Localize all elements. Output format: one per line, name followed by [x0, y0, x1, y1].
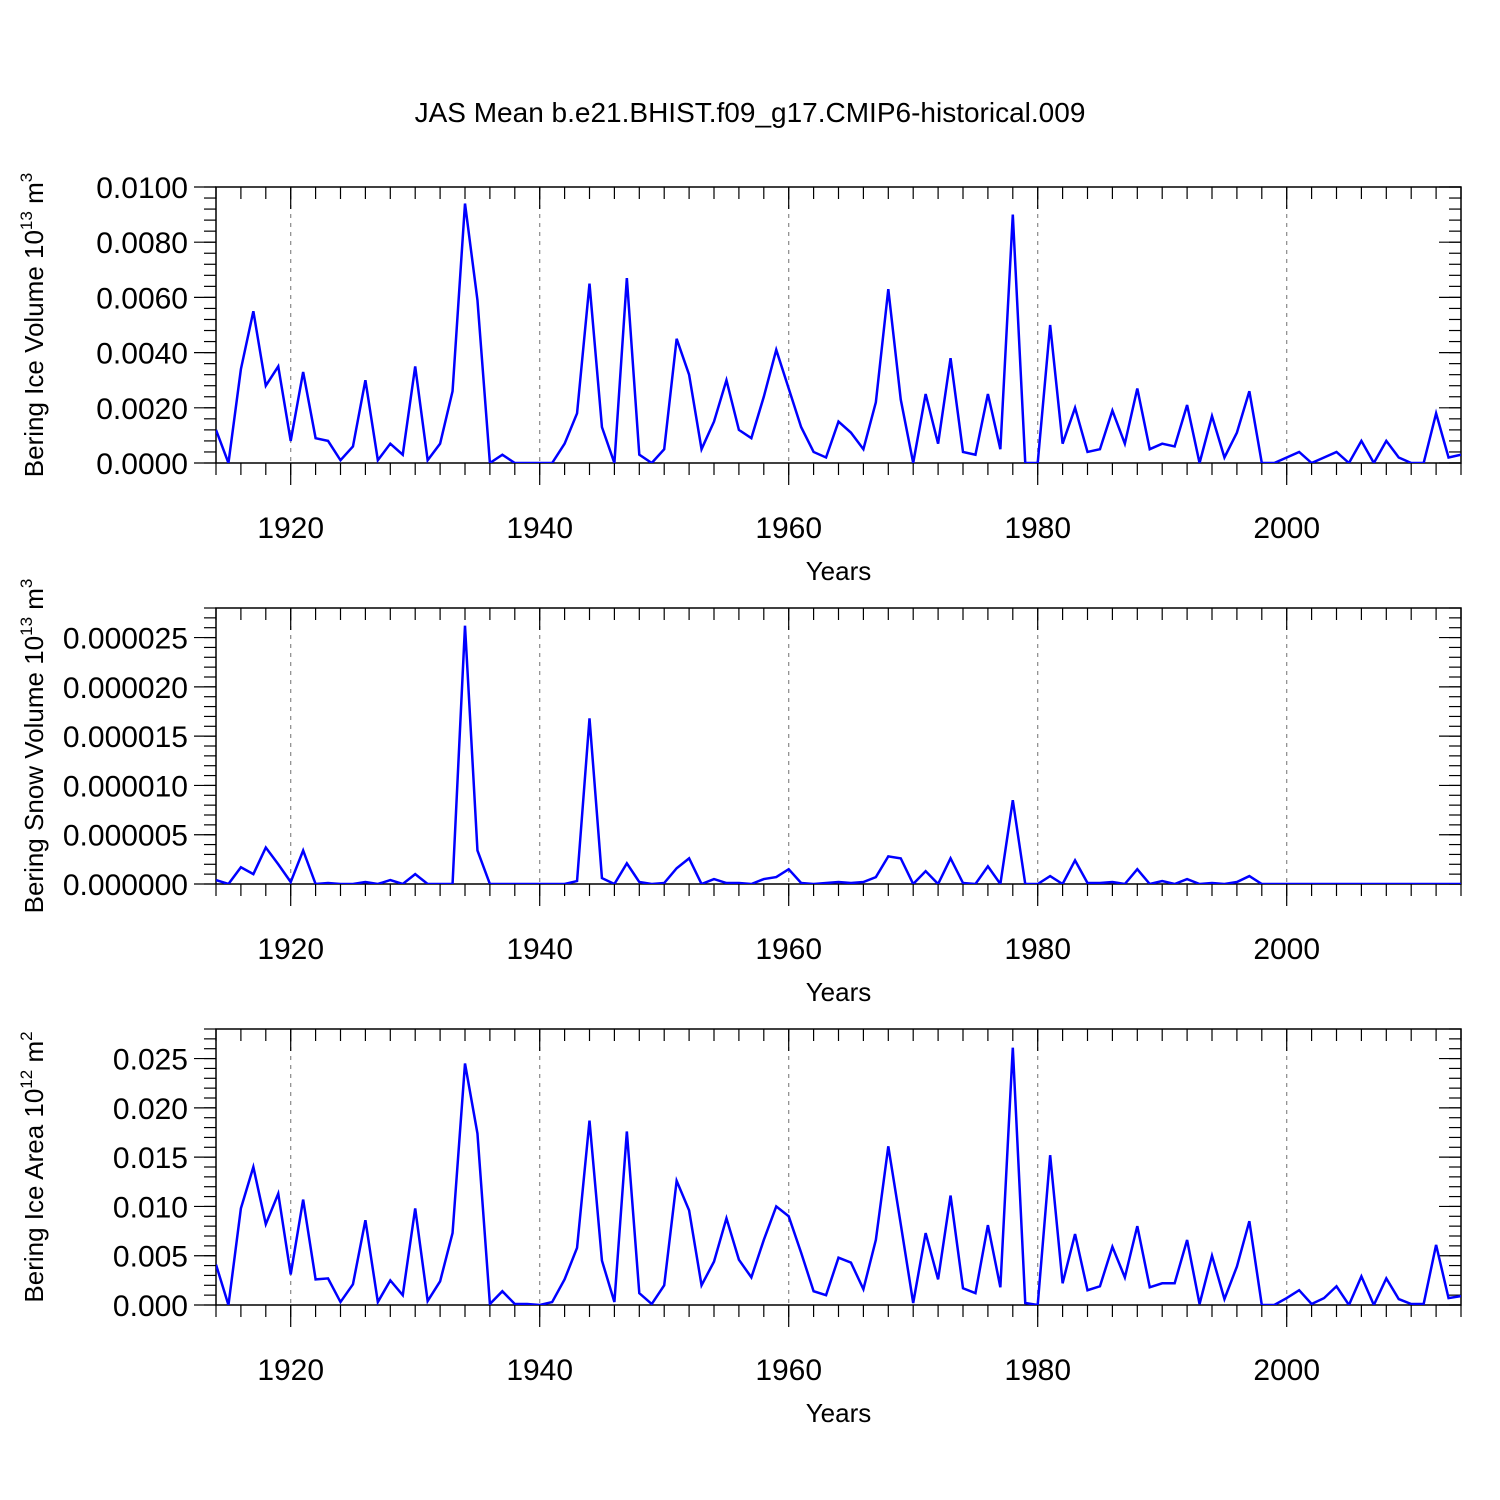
x-tick-label: 1980	[1004, 1354, 1071, 1387]
y-axis-label-main: Bering Ice Volume 10	[19, 230, 49, 477]
x-tick-label: 1960	[755, 933, 822, 966]
series-line	[216, 203, 1461, 463]
y-tick-label: 0.0080	[96, 227, 188, 260]
x-tick-label: 1940	[506, 1354, 573, 1387]
y-axis-label-exponent: 13	[17, 211, 36, 230]
x-axis-label: Years	[806, 977, 872, 1007]
panel-1: 1920 1940 1960 1980 2000 Years 0.0000 0.0020 0.0…	[17, 172, 1462, 586]
y-tick-label: 0.000010	[63, 770, 188, 803]
x-tick-label: 1960	[755, 1354, 822, 1387]
y-axis-label-exponent: 13	[17, 617, 36, 636]
x-tick-label: 1980	[1004, 933, 1071, 966]
y-tick-label: 0.0020	[96, 393, 188, 426]
y-tick-label: 0.000000	[63, 869, 188, 902]
y-tick-label: 0.0000	[96, 448, 188, 481]
y-tick-label: 0.0040	[96, 338, 188, 371]
y-axis-label: Bering Snow Volume 1013 m3	[17, 579, 49, 914]
x-tick-label: 1920	[257, 512, 324, 545]
series-group	[216, 203, 1461, 463]
y-tick-label: 0.0100	[96, 172, 188, 205]
y-tick-label: 0.025	[113, 1044, 188, 1077]
y-tick-label: 0.020	[113, 1093, 188, 1126]
y-tick-label: 0.0060	[96, 282, 188, 315]
y-axis-label: Bering Ice Volume 1013 m3	[17, 173, 49, 477]
series-group	[216, 625, 1461, 884]
x-tick-label: 1980	[1004, 512, 1071, 545]
x-tick-label: 1940	[506, 512, 573, 545]
y-axis-label-main: Bering Snow Volume 10	[19, 636, 49, 914]
y-tick-label: 0.000025	[63, 623, 188, 656]
x-tick-label: 1920	[257, 933, 324, 966]
y-axis-label-unit: m	[19, 1041, 49, 1070]
chart-panels: 1920 1940 1960 1980 2000 Years 0.0000 0.0020 0.0…	[17, 172, 1462, 1428]
x-axis-label: Years	[806, 556, 872, 586]
y-axis-label-exponent: 12	[17, 1070, 36, 1089]
y-axis-label-unit: m	[19, 182, 49, 211]
x-tick-label: 2000	[1253, 933, 1320, 966]
y-tick-label: 0.010	[113, 1191, 188, 1224]
y-axis-label: Bering Ice Area 1012 m2	[17, 1031, 49, 1302]
chart-title: JAS Mean b.e21.BHIST.f09_g17.CMIP6-histo…	[415, 97, 1086, 128]
y-axis-label-unit-exponent: 3	[17, 173, 36, 182]
y-tick-label: 0.000015	[63, 721, 188, 754]
series-line	[216, 1047, 1461, 1305]
y-axis-label-unit-exponent: 2	[17, 1031, 36, 1040]
x-tick-label: 1940	[506, 933, 573, 966]
y-tick-label: 0.000020	[63, 672, 188, 705]
y-axis-label-unit: m	[19, 588, 49, 617]
panel-3: 1920 1940 1960 1980 2000 Years 0.000 0.005 0.010…	[17, 1028, 1462, 1428]
panel-2: 1920 1940 1960 1980 2000 Years 0.000000 0.00000…	[17, 579, 1462, 1007]
y-tick-label: 0.000005	[63, 820, 188, 853]
series-line	[216, 625, 1461, 884]
x-tick-label: 2000	[1253, 512, 1320, 545]
y-tick-label: 0.005	[113, 1241, 188, 1274]
x-axis-label: Years	[806, 1398, 872, 1428]
y-tick-label: 0.000	[113, 1290, 188, 1323]
x-tick-label: 1960	[755, 512, 822, 545]
y-axis-label-unit-exponent: 3	[17, 579, 36, 588]
x-tick-label: 2000	[1253, 1354, 1320, 1387]
series-group	[216, 1047, 1461, 1305]
y-tick-label: 0.015	[113, 1142, 188, 1175]
plot-frame	[215, 607, 1462, 885]
y-axis-label-main: Bering Ice Area 10	[19, 1089, 49, 1303]
plot-frame	[215, 1028, 1462, 1306]
x-tick-label: 1920	[257, 1354, 324, 1387]
